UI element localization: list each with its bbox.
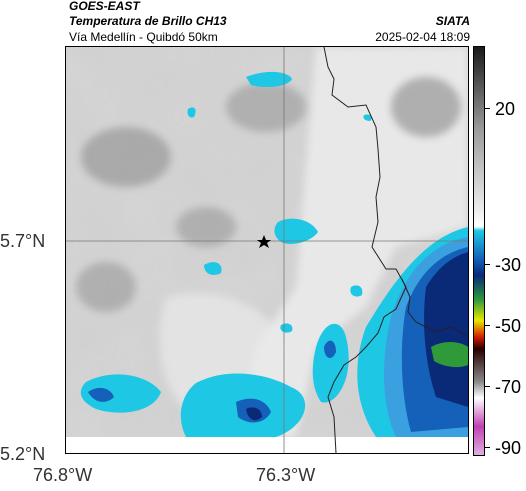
temperature-colorbar <box>473 46 485 456</box>
colorbar-tick <box>485 325 490 326</box>
timestamp: 2025-02-04 18:09 <box>375 30 470 44</box>
y-tick-label-5.7: 5.7°N <box>0 231 46 251</box>
colorbar-tick <box>485 447 490 448</box>
colorbar-tick <box>485 264 490 265</box>
no-data-strip <box>66 437 468 453</box>
y-tick-label-5.2: 5.2°N <box>0 444 46 464</box>
station-star-marker[interactable] <box>257 235 271 248</box>
x-tick-label-76.8: 76.8°W <box>33 465 93 485</box>
department-boundary <box>323 47 407 453</box>
colorbar-label-minus30: -30 <box>495 255 522 275</box>
colorbar-tick <box>485 386 490 387</box>
route-subtitle: Vía Medellín - Quibdó 50km <box>69 30 218 44</box>
dark-cloud-patches <box>76 77 461 312</box>
secondary-boundary <box>401 278 468 338</box>
colorbar-label-20: 20 <box>495 99 516 119</box>
colorbar-label-minus70: -70 <box>495 377 522 397</box>
satellite-title: GOES-EAST <box>69 0 140 13</box>
x-tick-label-76.3: 76.3°W <box>256 465 316 485</box>
colorbar-tick <box>485 108 490 109</box>
product-title: Temperatura de Brillo CH13 <box>69 14 227 28</box>
map-canvas <box>66 47 468 453</box>
organization-label: SIATA <box>435 14 470 28</box>
deep-convection <box>88 237 468 437</box>
brightness-temperature-map[interactable] <box>65 46 469 454</box>
colorbar-label-minus50: -50 <box>495 316 522 336</box>
colorbar-label-minus90: -90 <box>495 438 522 458</box>
